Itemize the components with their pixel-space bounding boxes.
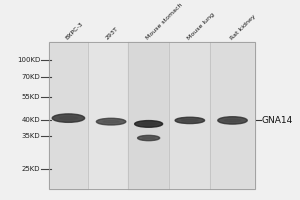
Ellipse shape bbox=[175, 117, 205, 124]
Ellipse shape bbox=[59, 117, 77, 120]
Text: 40KD: 40KD bbox=[22, 117, 40, 123]
Bar bbox=[49, 42, 255, 189]
Ellipse shape bbox=[103, 120, 119, 123]
Ellipse shape bbox=[141, 123, 156, 125]
Text: 293T: 293T bbox=[105, 26, 119, 41]
Bar bbox=[210, 42, 255, 189]
Text: Mouse stomach: Mouse stomach bbox=[145, 2, 184, 41]
Text: Rat kidney: Rat kidney bbox=[229, 13, 256, 41]
Text: 35KD: 35KD bbox=[22, 133, 40, 139]
Bar bbox=[88, 42, 128, 189]
Text: 100KD: 100KD bbox=[17, 57, 40, 63]
Text: BXPC-3: BXPC-3 bbox=[65, 21, 85, 41]
Bar bbox=[49, 42, 88, 189]
Text: 55KD: 55KD bbox=[22, 94, 40, 100]
Text: GNA14: GNA14 bbox=[262, 116, 293, 125]
Ellipse shape bbox=[96, 118, 126, 125]
Ellipse shape bbox=[135, 121, 163, 127]
Ellipse shape bbox=[142, 137, 155, 139]
Ellipse shape bbox=[138, 135, 160, 141]
Bar bbox=[128, 42, 169, 189]
Ellipse shape bbox=[224, 119, 241, 122]
Ellipse shape bbox=[182, 119, 198, 122]
Ellipse shape bbox=[218, 117, 247, 124]
Ellipse shape bbox=[52, 114, 85, 122]
Bar bbox=[49, 42, 255, 189]
Text: 25KD: 25KD bbox=[22, 166, 40, 172]
Text: 70KD: 70KD bbox=[22, 74, 40, 80]
Text: Mouse lung: Mouse lung bbox=[186, 12, 215, 41]
Bar bbox=[169, 42, 210, 189]
